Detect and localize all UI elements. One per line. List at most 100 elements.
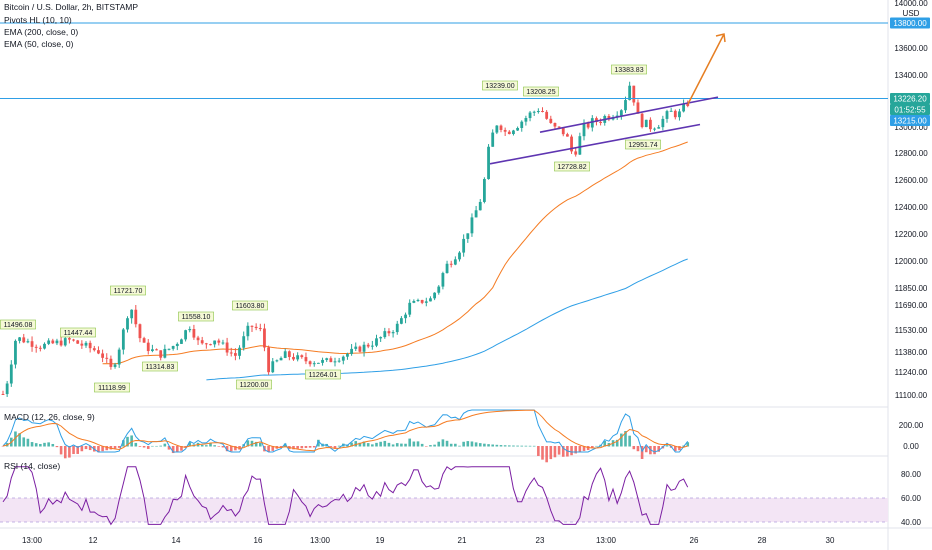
candle [395,320,399,335]
candle-body [155,349,158,351]
candle [520,120,524,132]
macd-histogram-bar [483,443,486,447]
candle-body [395,323,399,333]
candle-body [121,329,125,350]
candle-body [275,360,279,362]
candle [499,124,503,133]
pivot-label-text: 13383.83 [614,67,643,74]
candle [200,336,204,345]
macd-histogram-bar [574,446,577,454]
candle [225,337,229,356]
candle-body [553,122,557,127]
macd-histogram-bar [615,439,619,447]
price-tick-label: 12000.00 [894,257,928,266]
candle [682,99,685,113]
candle-body [192,329,196,338]
candle [142,336,146,343]
candle [51,338,55,345]
macd-histogram-bar [520,445,524,447]
rsi-tick-label: 40.00 [901,518,922,527]
macd-histogram-bar [246,440,250,447]
candle-body [366,344,370,347]
macd-histogram-bar [665,445,669,447]
macd-histogram-bar [234,446,237,451]
macd-histogram-bar [209,442,212,447]
candle-body [520,121,524,128]
macd-histogram-bar [271,446,275,451]
macd-histogram-bar [51,443,55,447]
candle-body [109,358,113,367]
pivot-label-box [523,86,559,97]
candle-body [590,118,594,128]
candle [167,348,171,351]
pivot-label: 11558.10 [178,311,214,322]
macd-histogram-bar [591,446,594,448]
symbol-title[interactable]: Bitcoin / U.S. Dollar, 2h, BITSTAMP [4,2,138,12]
candle [566,132,569,137]
candle [317,362,320,364]
macd-histogram-bar [76,446,79,454]
time-tick-label: 19 [376,536,385,545]
candle [76,339,80,344]
candle [180,338,183,344]
candle-body [686,103,690,106]
candle [213,340,217,348]
rsi-title[interactable]: RSI (14, close) [4,461,60,471]
price-tick-label: 13400.00 [894,71,928,80]
price-tick-label: 11240.00 [895,368,928,377]
candle-body [9,364,13,384]
candle [5,380,9,397]
candle-body [441,273,445,287]
indicator-ema50[interactable]: EMA (50, close, 0) [4,39,73,49]
candle [400,316,403,325]
time-tick-label: 14 [172,536,181,545]
candle-body [561,127,565,135]
candle [358,345,362,353]
price-tick-label: 11530.00 [895,326,928,335]
candle-body [68,338,71,340]
candle [333,357,337,367]
pivot-label-text: 11558.10 [182,314,211,321]
candle-body [383,331,387,338]
macd-histogram-bar [97,446,100,453]
macd-histogram-bar [163,443,167,447]
countdown-tag-text: 01:52:55 [894,105,926,114]
candle [673,109,677,120]
candle [38,345,42,352]
macd-histogram-bar [59,446,63,455]
candle-body [350,348,353,354]
candle-body [429,298,432,302]
candle [445,260,449,274]
candle [22,333,26,344]
macd-title[interactable]: MACD (12, 26, close, 9) [4,412,95,422]
arrow-head [715,33,726,43]
macd-histogram-bar [213,445,216,447]
macd-histogram-bar [516,445,519,447]
candle-body [263,328,266,348]
candle-body [126,318,129,330]
candle [217,338,221,346]
candle [649,117,652,132]
macd-histogram-bar [122,440,125,447]
indicator-pivots[interactable]: Pivots HL (10, 10) [4,15,72,25]
pivot-label-box [0,319,36,330]
macd-histogram-bar [458,445,461,447]
candle-body [595,118,598,122]
macd-histogram-bar [686,442,690,447]
candle-body [204,343,208,345]
candle [578,132,582,155]
candle-body [43,343,46,349]
rsi-tick-label: 80.00 [901,470,922,479]
macd-histogram-bar [300,446,304,449]
indicator-ema200[interactable]: EMA (200, close, 0) [4,27,78,37]
pivot-label-text: 13239.00 [485,83,514,90]
candle-body [391,332,395,334]
macd-tick-label: 200.00 [899,421,924,430]
candle [105,353,109,364]
macd-histogram-bar [126,436,129,447]
macd-histogram-bar [159,445,162,447]
macd-line [2,409,689,453]
candle [159,350,163,361]
time-axis[interactable]: 13:00 12 14 16 13:00 19 21 23 13:00 26 28 30 [22,536,835,545]
